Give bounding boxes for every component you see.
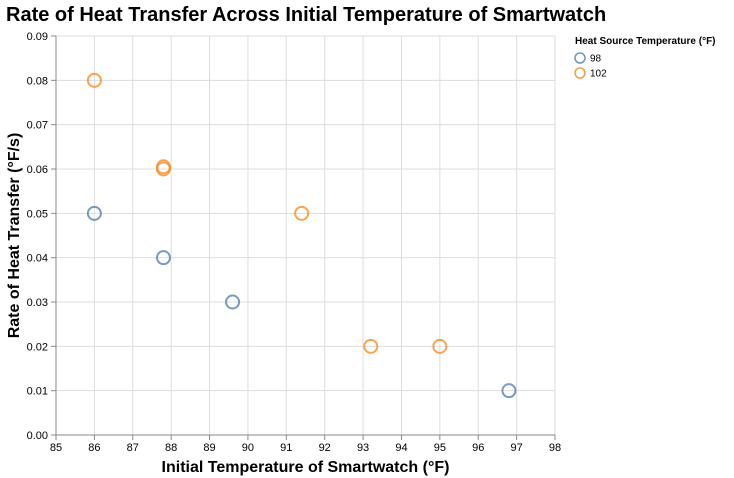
axes: 85 86 87 88 89 90 91 92 93 94 95 96 97 98 0.00 0.01 0.02… <box>27 31 562 454</box>
y-tick-label: 0.05 <box>27 208 48 220</box>
x-tick-label: 89 <box>203 442 215 454</box>
y-tick-label: 0.00 <box>27 430 48 442</box>
data-point-series-98 <box>501 383 517 399</box>
y-tick-label: 0.01 <box>27 386 48 398</box>
grid-lines <box>55 35 556 436</box>
data-point-series-102 <box>155 159 171 175</box>
x-tick-label: 92 <box>319 442 331 454</box>
data-point-series-102 <box>363 338 379 354</box>
data-point-series-98 <box>155 250 171 266</box>
legend-label: 102 <box>590 69 607 80</box>
y-axis-title: Rate of Heat Transfer (°F/s) <box>6 133 23 339</box>
legend: Heat Source Temperature (°F) 98 102 <box>574 36 716 80</box>
data-point-series-102 <box>294 205 310 221</box>
x-axis-title: Initial Temperature of Smartwatch (°F) <box>162 459 450 476</box>
data-points <box>86 72 517 399</box>
x-tick-label: 98 <box>549 442 561 454</box>
x-tick-label: 94 <box>395 442 407 454</box>
y-tick-label: 0.06 <box>27 164 48 176</box>
y-tick-label: 0.08 <box>27 75 48 87</box>
y-tick-label: 0.07 <box>27 120 48 132</box>
chart-title: Rate of Heat Transfer Across Initial Tem… <box>6 4 606 26</box>
y-tick-label: 0.04 <box>27 253 48 265</box>
x-tick-label: 91 <box>280 442 292 454</box>
data-point-series-98 <box>86 205 102 221</box>
x-tick-label: 90 <box>242 442 254 454</box>
x-tick-label: 87 <box>127 442 139 454</box>
legend-symbol <box>574 67 586 79</box>
y-tick-label: 0.09 <box>27 31 48 43</box>
x-tick-label: 95 <box>434 442 446 454</box>
x-tick-label: 88 <box>165 442 177 454</box>
x-tick-label: 85 <box>50 442 62 454</box>
x-tick-label: 96 <box>472 442 484 454</box>
data-point-series-102 <box>86 72 102 88</box>
legend-symbol <box>574 52 586 64</box>
x-tick-label: 93 <box>357 442 369 454</box>
y-tick-label: 0.03 <box>27 297 48 309</box>
y-tick-label: 0.02 <box>27 341 48 353</box>
data-point-series-102 <box>432 338 448 354</box>
x-tick-label: 86 <box>88 442 100 454</box>
legend-label: 98 <box>590 54 602 65</box>
x-tick-label: 97 <box>510 442 522 454</box>
legend-title: Heat Source Temperature (°F) <box>575 36 716 47</box>
data-point-series-98 <box>225 294 241 310</box>
